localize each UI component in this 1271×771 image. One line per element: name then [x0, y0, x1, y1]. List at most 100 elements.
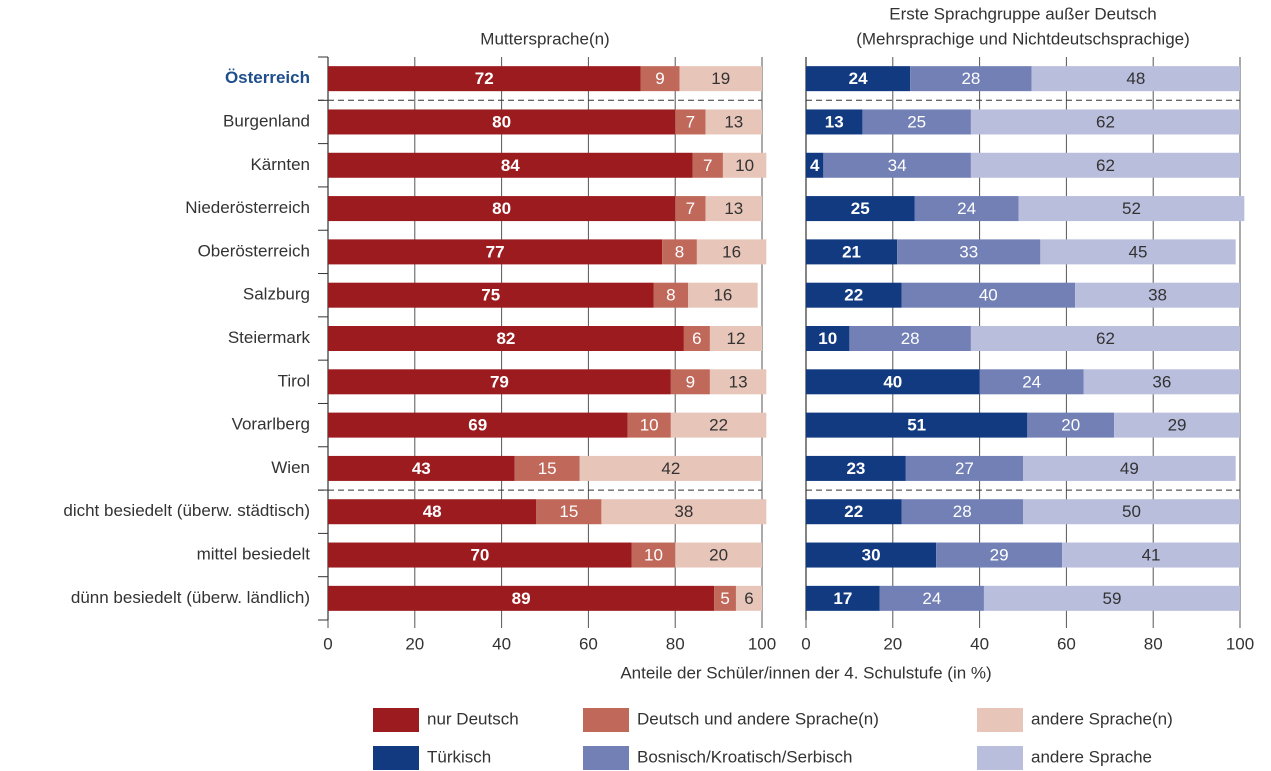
x-tick-label: 0: [801, 634, 810, 653]
bar-segment: [735, 585, 762, 611]
legend-label: Bosnisch/Kroatisch/Serbisch: [637, 747, 852, 766]
value-label: 69: [468, 416, 487, 435]
legend-swatch: [373, 746, 419, 770]
value-label: 79: [490, 372, 509, 391]
value-label: 16: [713, 286, 732, 305]
value-label: 49: [1120, 459, 1139, 478]
bar-segment: [328, 282, 654, 308]
chart-title: Muttersprache(n): [480, 29, 609, 48]
bar-segment: [536, 499, 602, 525]
value-label: 40: [883, 372, 902, 391]
bar-segment: [970, 109, 1240, 135]
value-label: 27: [955, 459, 974, 478]
value-label: 62: [1096, 156, 1115, 175]
bar-segment: [705, 196, 762, 222]
value-label: 22: [844, 286, 863, 305]
bar-segment: [640, 66, 680, 92]
value-label: 84: [501, 156, 520, 175]
value-label: 51: [907, 416, 926, 435]
bar-segment: [670, 369, 710, 395]
value-label: 21: [842, 242, 861, 261]
value-label: 9: [655, 69, 664, 88]
value-label: 16: [722, 242, 741, 261]
bar-segment: [328, 196, 676, 222]
x-tick-label: 40: [492, 634, 511, 653]
bar-segment: [709, 326, 762, 351]
bar-segment: [514, 455, 580, 481]
category-label: Steiermark: [228, 328, 311, 347]
bar-segment: [692, 152, 723, 178]
bar-segment: [627, 412, 671, 438]
value-label: 9: [686, 372, 695, 391]
bar-segment: [879, 585, 984, 611]
value-label: 4: [810, 156, 820, 175]
x-tick-label: 80: [1144, 634, 1163, 653]
category-label: Wien: [271, 458, 310, 477]
bar-segment: [683, 326, 710, 351]
bar-segment: [806, 412, 1028, 438]
value-label: 19: [711, 69, 730, 88]
bar-segment: [970, 326, 1240, 351]
bar-segment: [806, 326, 850, 351]
chart-title: Erste Sprachgruppe außer Deutsch: [889, 4, 1156, 23]
bar-segment: [722, 152, 767, 178]
bar-segment: [662, 239, 697, 265]
legend-swatch: [373, 708, 419, 732]
value-label: 8: [666, 286, 675, 305]
value-label: 43: [412, 459, 431, 478]
value-label: 7: [686, 112, 695, 131]
bar-segment: [328, 369, 671, 395]
value-label: 17: [833, 589, 852, 608]
value-label: 75: [481, 286, 500, 305]
bar-segment: [823, 152, 971, 178]
value-label: 15: [559, 502, 578, 521]
bar-segment: [1023, 499, 1240, 525]
value-label: 28: [961, 69, 980, 88]
x-tick-label: 60: [579, 634, 598, 653]
bar-segment: [1083, 369, 1240, 395]
bar-segment: [688, 282, 758, 308]
value-label: 50: [1122, 502, 1141, 521]
category-label: Niederösterreich: [185, 198, 310, 217]
value-label: 13: [724, 199, 743, 218]
bar-segment: [806, 455, 906, 481]
legend-label: andere Sprache: [1031, 747, 1152, 766]
bar-segment: [901, 499, 1023, 525]
bar-segment: [328, 499, 537, 525]
x-tick-label: 80: [666, 634, 685, 653]
value-label: 24: [922, 589, 941, 608]
value-label: 20: [709, 546, 728, 565]
category-label: dünn besiedelt (überw. ländlich): [71, 588, 310, 607]
x-tick-label: 20: [883, 634, 902, 653]
value-label: 48: [423, 502, 442, 521]
bar-segment: [328, 66, 641, 92]
value-label: 29: [990, 546, 1009, 565]
category-label: Österreich: [225, 68, 310, 87]
category-label: dicht besiedelt (überw. städtisch): [63, 501, 310, 520]
bar-segment: [670, 412, 767, 438]
value-label: 70: [470, 546, 489, 565]
bar-segment: [806, 196, 915, 222]
value-label: 15: [538, 459, 557, 478]
value-label: 22: [709, 416, 728, 435]
bar-segment: [328, 412, 628, 438]
value-label: 80: [492, 112, 511, 131]
bar-segment: [905, 455, 1023, 481]
value-label: 24: [957, 199, 976, 218]
bar-segment: [806, 542, 937, 568]
bar-segment: [806, 369, 980, 395]
x-tick-label: 100: [748, 634, 776, 653]
bar-segment: [328, 326, 684, 351]
bar-segment: [328, 152, 693, 178]
x-tick-label: 40: [970, 634, 989, 653]
bar-segment: [806, 66, 911, 92]
bar-segment: [714, 585, 736, 611]
value-label: 10: [640, 416, 659, 435]
value-label: 72: [475, 69, 494, 88]
bar-segment: [806, 585, 880, 611]
category-label: Burgenland: [223, 111, 310, 130]
bar-segment: [979, 369, 1084, 395]
bar-segment: [705, 109, 762, 135]
bar-segment: [1062, 542, 1240, 568]
bar-segment: [806, 282, 902, 308]
